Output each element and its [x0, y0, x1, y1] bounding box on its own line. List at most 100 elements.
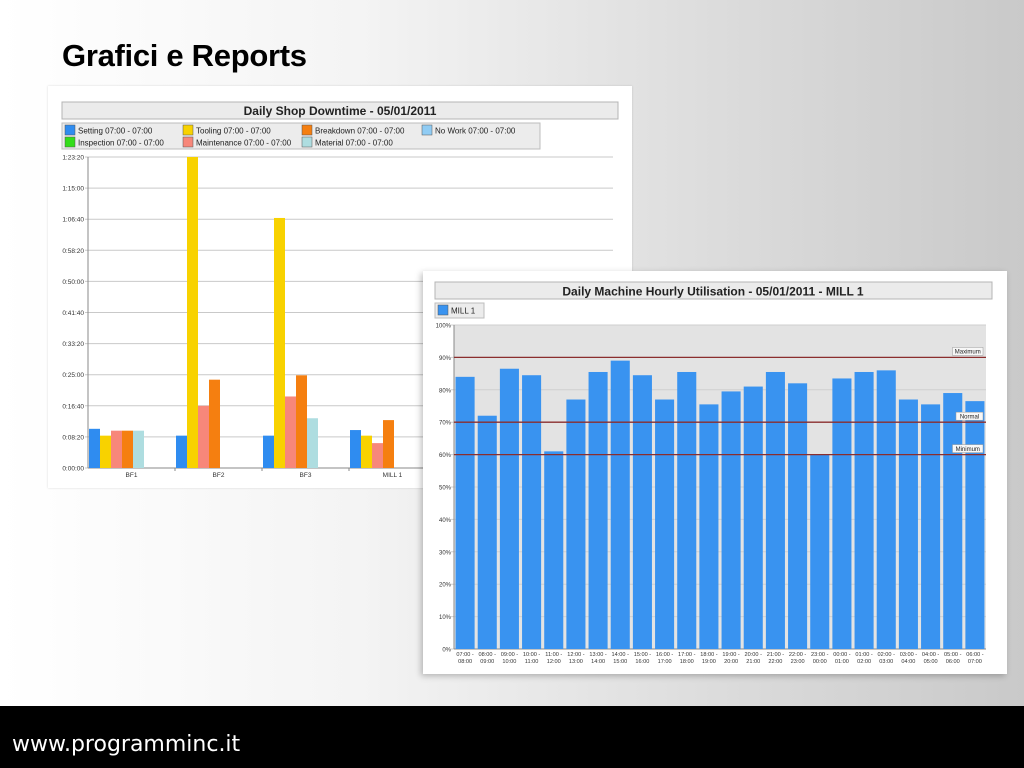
bar [721, 391, 741, 649]
x-tick-label: 09:00 - [501, 652, 519, 658]
x-tick-label: 14:00 - [612, 652, 630, 658]
x-tick-label: 02:00 - [878, 652, 896, 658]
x-tick-label: 13:00 - [589, 652, 607, 658]
x-tick-label: 07:00 [968, 659, 982, 665]
legend-entry: MILL 1 [451, 307, 476, 316]
bar [285, 396, 296, 468]
reference-label: Normal [960, 414, 979, 420]
x-tick-label: 06:00 [946, 659, 960, 665]
legend-entry: Tooling 07:00 - 07:00 [196, 127, 271, 136]
legend-swatch [301, 136, 313, 148]
x-tick-label: 08:00 [458, 659, 472, 665]
bar [307, 418, 318, 468]
y-tick-label: 0:33:20 [62, 341, 84, 348]
y-tick-label: 0:50:00 [62, 279, 84, 286]
x-tick-label: 07:00 - [456, 652, 474, 658]
bar [655, 399, 675, 649]
bar [122, 430, 133, 468]
legend-swatch [437, 304, 449, 316]
x-tick-label: 16:00 [635, 659, 649, 665]
chart-title: Daily Shop Downtime - 05/01/2011 [244, 104, 437, 118]
downtime-chart: Daily Shop Downtime - 05/01/2011 Setting … [61, 101, 619, 479]
bar [296, 375, 307, 468]
x-tick-label: 21:00 [746, 659, 760, 665]
x-tick-label: 04:00 [901, 659, 915, 665]
bar [544, 451, 564, 649]
bar [455, 376, 475, 649]
legend-entry: Setting 07:00 - 07:00 [78, 127, 153, 136]
x-tick-label: 20:00 [724, 659, 738, 665]
bar [699, 404, 719, 649]
bar [522, 375, 542, 649]
bar [854, 371, 874, 649]
legend-entry: Material 07:00 - 07:00 [315, 139, 393, 148]
bar [788, 383, 808, 649]
x-tick-label: 10:00 - [523, 652, 541, 658]
y-tick-label: 1:15:00 [62, 186, 84, 193]
y-tick-label: 0:16:40 [62, 403, 84, 410]
x-tick-label: 18:00 - [700, 652, 718, 658]
bar [943, 393, 963, 649]
y-tick-label: 80% [439, 388, 452, 394]
bar [274, 217, 285, 468]
bar [111, 430, 122, 468]
x-tick-label: 04:00 - [922, 652, 940, 658]
bar [350, 430, 361, 468]
x-tick-label: 00:00 - [833, 652, 851, 658]
x-tick-label: 14:00 [591, 659, 605, 665]
y-tick-label: 1:06:40 [62, 217, 84, 224]
x-tick-label: 12:00 - [567, 652, 585, 658]
bar [765, 371, 785, 649]
legend-swatch [421, 124, 433, 136]
y-tick-label: 100% [436, 324, 452, 330]
reference-label: Minimum [956, 447, 980, 453]
reference-label-box [952, 347, 984, 356]
chart-title: Daily Machine Hourly Utilisation - 05/01… [562, 285, 864, 299]
reference-label-box [952, 444, 984, 453]
y-tick-label: 0:00:00 [62, 466, 84, 473]
bar [89, 428, 100, 468]
x-tick-label: 22:00 - [789, 652, 807, 658]
legend-swatch [64, 136, 76, 148]
bar [832, 378, 852, 649]
x-tick-label: 01:00 - [855, 652, 873, 658]
legend-swatch [301, 124, 313, 136]
x-tick-label: 20:00 - [745, 652, 763, 658]
y-tick-label: 0:08:20 [62, 434, 84, 441]
y-tick-label: 90% [439, 356, 452, 362]
y-tick-label: 0:25:00 [62, 372, 84, 379]
x-tick-label: 02:00 [857, 659, 871, 665]
bar [610, 360, 630, 649]
legend-swatch [64, 124, 76, 136]
slide-title: Grafici e Reports [62, 38, 307, 73]
footer-url: www.programminc.it [12, 732, 241, 757]
bar [100, 435, 111, 468]
legend-swatch [182, 136, 194, 148]
legend-entry: Inspection 07:00 - 07:00 [78, 139, 164, 148]
bar [209, 379, 220, 468]
bar [383, 420, 394, 468]
bar [921, 404, 941, 649]
bar [632, 375, 652, 649]
chart-title-bar [434, 281, 993, 300]
bar [477, 415, 497, 649]
footer-bar: www.programminc.it [0, 706, 1024, 768]
y-tick-label: 60% [439, 453, 452, 459]
x-tick-label: BF3 [300, 472, 312, 479]
x-tick-label: 13:00 [569, 659, 583, 665]
bar [176, 435, 187, 468]
bar [263, 435, 274, 468]
x-tick-label: 08:00 - [479, 652, 497, 658]
x-tick-label: 06:00 - [966, 652, 984, 658]
chart-title-bar [61, 101, 619, 120]
x-tick-label: 21:00 - [767, 652, 785, 658]
reference-label: Maximum [955, 350, 981, 356]
x-tick-label: 19:00 - [722, 652, 740, 658]
bar [133, 430, 144, 468]
utilisation-chart: Daily Machine Hourly Utilisation - 05/01… [434, 281, 993, 665]
bar [965, 401, 985, 649]
bar [810, 454, 830, 649]
x-tick-label: 17:00 - [678, 652, 696, 658]
x-tick-label: BF2 [213, 472, 225, 479]
x-tick-label: 05:00 [924, 659, 938, 665]
